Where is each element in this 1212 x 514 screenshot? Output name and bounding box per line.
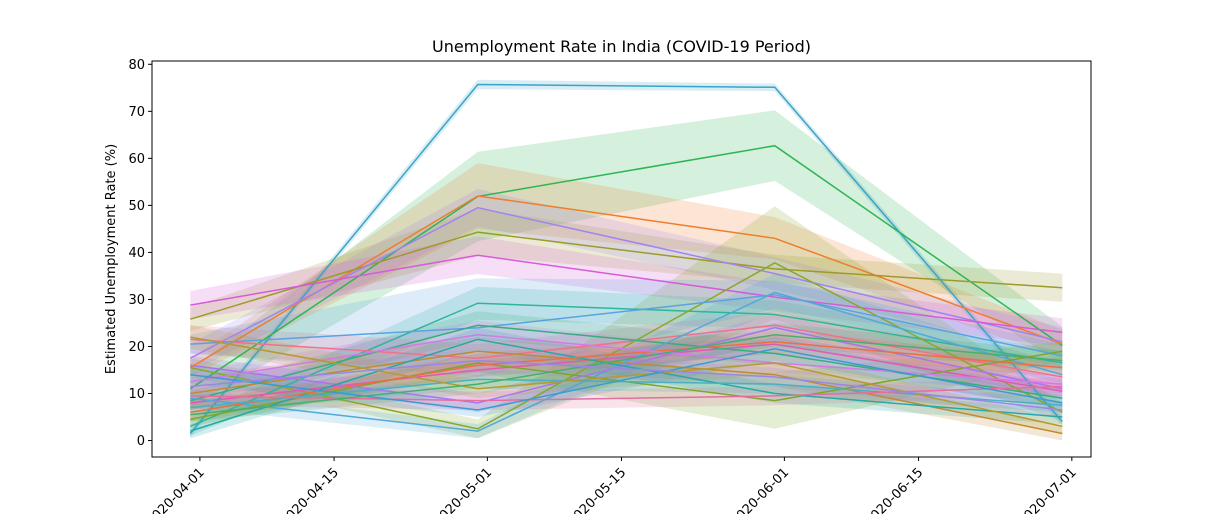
series-band-25 bbox=[190, 348, 1063, 417]
y-tick-label: 70 bbox=[128, 105, 145, 120]
series-line-25 bbox=[190, 359, 1063, 411]
y-axis-label: Estimated Unemployment Rate (%) bbox=[104, 144, 119, 374]
series-line-10 bbox=[190, 293, 1063, 357]
series-line-17 bbox=[190, 338, 1063, 432]
y-tick-label: 50 bbox=[128, 199, 145, 214]
series-line-11 bbox=[190, 343, 1063, 404]
y-tick-label: 20 bbox=[128, 340, 145, 355]
y-tick-label: 40 bbox=[128, 246, 145, 261]
series-band-11 bbox=[190, 334, 1063, 410]
series-band-20 bbox=[190, 370, 1063, 415]
series-line-24 bbox=[190, 333, 1063, 416]
series-line-6 bbox=[190, 254, 1063, 334]
series-band-15 bbox=[190, 341, 1063, 429]
series-band-13 bbox=[190, 337, 1063, 441]
series-line-18 bbox=[190, 341, 1063, 414]
series-band-5 bbox=[190, 188, 1063, 373]
series-band-23 bbox=[190, 337, 1063, 417]
series-line-19 bbox=[190, 333, 1063, 385]
series-band-17 bbox=[190, 327, 1063, 439]
series-band-2 bbox=[190, 110, 1063, 408]
series-line-4 bbox=[190, 231, 1063, 320]
y-tick-label: 0 bbox=[137, 434, 145, 449]
series-band-4 bbox=[190, 208, 1063, 331]
series-band-14 bbox=[190, 273, 1063, 439]
series-line-3 bbox=[189, 195, 1063, 369]
series-line-5 bbox=[189, 206, 1063, 359]
series-band-12 bbox=[190, 311, 1063, 410]
series-line-1 bbox=[189, 83, 1063, 434]
series-line-13 bbox=[190, 350, 1063, 435]
y-tick-label: 30 bbox=[128, 293, 145, 308]
series-line-2 bbox=[189, 144, 1063, 390]
series-band-7 bbox=[190, 286, 1063, 436]
series-line-23 bbox=[190, 348, 1063, 411]
series-line-22 bbox=[190, 385, 1063, 402]
series-band-10 bbox=[190, 278, 1063, 377]
series-band-18 bbox=[190, 330, 1063, 422]
series-band-9 bbox=[190, 311, 1063, 392]
series-band-3 bbox=[190, 163, 1063, 377]
y-tick-label: 80 bbox=[128, 58, 145, 73]
y-tick-label: 60 bbox=[128, 152, 145, 167]
y-axis: 0 10 20 30 40 50 60 70 80 bbox=[128, 58, 152, 449]
series-line-21 bbox=[190, 336, 1063, 428]
chart-title: Unemployment Rate in India (COVID-19 Per… bbox=[432, 37, 811, 56]
series-line-16 bbox=[190, 326, 1063, 404]
y-tick-label: 10 bbox=[128, 387, 145, 402]
series-line-14 bbox=[190, 291, 1063, 432]
series-band-6 bbox=[190, 236, 1063, 347]
series-line-7 bbox=[190, 302, 1063, 428]
series-lines bbox=[189, 83, 1063, 435]
series-line-9 bbox=[190, 324, 1063, 378]
